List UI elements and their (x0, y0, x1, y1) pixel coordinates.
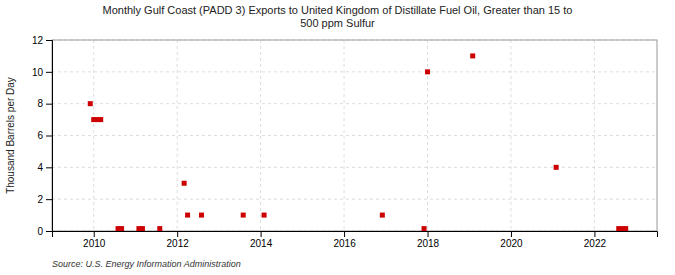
point (157, 226, 162, 231)
y-grid-line (52, 199, 657, 200)
y-axis-label: Thousand Barrels per Day (5, 77, 16, 194)
point (554, 165, 559, 170)
plot-frame (52, 40, 657, 231)
x-grid-line (594, 40, 595, 231)
x-tick: 2020 (500, 231, 523, 249)
y-tick-mark (46, 72, 52, 73)
x-tick-label: 2010 (83, 238, 106, 249)
x-tick-mark (94, 231, 95, 237)
x-tick-label: 2022 (584, 238, 607, 249)
x-tick-mark (511, 231, 512, 237)
y-tick-label: 10 (32, 67, 44, 78)
x-axis-line (53, 232, 658, 238)
y-tick-label: 2 (37, 194, 43, 205)
x-grid-line (344, 40, 345, 231)
x-grid-line (260, 40, 261, 231)
y-tick-label: 4 (37, 162, 43, 173)
x-tick-label: 2014 (250, 238, 273, 249)
y-tick-label: 0 (37, 226, 43, 237)
y-tick-mark (46, 40, 52, 41)
point (185, 213, 190, 218)
title: Monthly Gulf Coast (PADD 3) Exports to U… (103, 4, 573, 29)
y-tick-mark (46, 167, 52, 168)
y-tick: 2 (37, 194, 52, 205)
chart: 2010 2012 2014 2016 2018 2020 2022 0 2 4 6 8 10 12 Mon… (0, 0, 675, 275)
point (88, 101, 93, 106)
x-grid-line (93, 40, 94, 231)
annotation: Source: U.S. Energy Information Administ… (52, 259, 241, 269)
x-tick: 2016 (333, 231, 356, 249)
point (262, 213, 267, 218)
plot-area: 2010 2012 2014 2016 2018 2020 2022 0 2 4 6 8 10 12 (32, 35, 658, 249)
y-axis-line (46, 41, 53, 232)
grid (52, 40, 657, 231)
x-grid-line (510, 40, 511, 231)
point (422, 226, 427, 231)
chart-container: 2010 2012 2014 2016 2018 2020 2022 0 2 4 6 8 10 12 Mon… (0, 0, 675, 275)
y-grid-line (52, 103, 657, 104)
y-tick-label: 6 (37, 130, 43, 141)
x-tick-mark (594, 231, 595, 237)
point (623, 226, 628, 231)
y-tick-mark (46, 199, 52, 200)
y-tick-label: 8 (37, 98, 43, 109)
y-tick: 0 (37, 226, 52, 237)
point (98, 117, 103, 122)
point (241, 213, 246, 218)
y-axis: 0 2 4 6 8 10 12 (32, 35, 53, 237)
y-tick: 12 (32, 35, 52, 46)
x-tick-mark (177, 231, 178, 237)
points (88, 53, 628, 231)
x-tick-label: 2012 (167, 238, 190, 249)
y-tick: 10 (32, 67, 52, 78)
x-tick-mark (344, 231, 345, 237)
point (182, 181, 187, 186)
y-tick: 6 (37, 130, 52, 141)
y-grid-line (52, 71, 657, 72)
y-tick: 8 (37, 98, 52, 109)
x-tick-label: 2016 (333, 238, 356, 249)
x-tick: 2010 (83, 231, 106, 249)
point (380, 213, 385, 218)
point (425, 69, 430, 74)
x-axis: 2010 2012 2014 2016 2018 2020 2022 (53, 231, 658, 249)
x-tick: 2022 (584, 231, 607, 249)
y-tick-mark (46, 104, 52, 105)
y-tick: 4 (37, 162, 52, 173)
x-tick-label: 2020 (500, 238, 523, 249)
x-tick-label: 2018 (417, 238, 440, 249)
x-tick: 2012 (167, 231, 190, 249)
point (470, 53, 475, 58)
x-tick-mark (261, 231, 262, 237)
x-grid-line (177, 40, 178, 231)
y-grid-line (52, 167, 657, 168)
y-grid-line (52, 135, 657, 136)
x-tick: 2018 (417, 231, 440, 249)
point (119, 226, 124, 231)
y-tick-label: 12 (32, 35, 44, 46)
y-tick-mark (46, 231, 52, 232)
x-tick-mark (428, 231, 429, 237)
x-grid-line (427, 40, 428, 231)
point (140, 226, 145, 231)
y-tick-mark (46, 136, 52, 137)
x-tick: 2014 (250, 231, 273, 249)
point (199, 213, 204, 218)
